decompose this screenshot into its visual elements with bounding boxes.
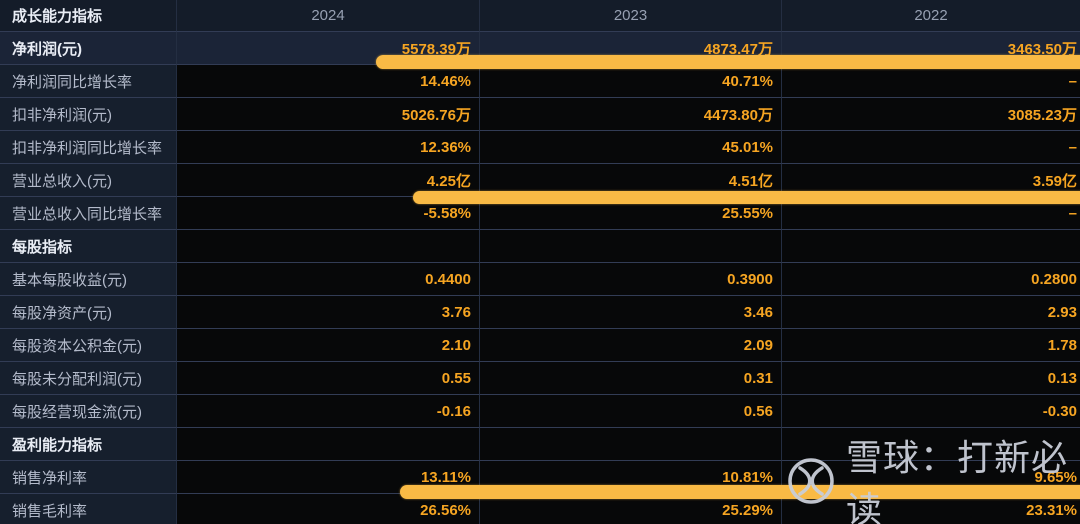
row-label: 每股经营现金流(元) [0, 395, 177, 428]
table-row[interactable]: 每股未分配利润(元) 0.55 0.31 0.13 [0, 362, 1080, 395]
row-value-2022: 0.2800 [782, 263, 1080, 296]
table-header-row: 成长能力指标 2024 2023 2022 [0, 0, 1080, 32]
row-value-2024: 5026.76万 [177, 98, 480, 131]
row-label: 销售净利率 [0, 461, 177, 494]
row-value-2024: 26.56% [177, 494, 480, 524]
row-value-2023 [480, 230, 782, 263]
table-row[interactable]: 基本每股收益(元) 0.4400 0.3900 0.2800 [0, 263, 1080, 296]
table-row[interactable]: 每股经营现金流(元) -0.16 0.56 -0.30 [0, 395, 1080, 428]
table-row[interactable]: 每股资本公积金(元) 2.10 2.09 1.78 [0, 329, 1080, 362]
table-row[interactable]: 每股净资产(元) 3.76 3.46 2.93 [0, 296, 1080, 329]
row-value-2023: 25.29% [480, 494, 782, 524]
column-header-year-2022: 2022 [782, 0, 1080, 32]
row-value-2023: 0.31 [480, 362, 782, 395]
row-value-2024: 0.55 [177, 362, 480, 395]
watermark-text: 雪球：打新必读 [846, 437, 1069, 524]
row-value-2022 [782, 230, 1080, 263]
row-value-2024 [177, 428, 480, 461]
table-row[interactable]: 净利润同比增长率 14.46% 40.71% – [0, 65, 1080, 98]
row-value-2022: – [782, 65, 1080, 98]
xueqiu-logo-icon [786, 456, 836, 506]
row-label: 每股资本公积金(元) [0, 329, 177, 362]
row-label: 销售毛利率 [0, 494, 177, 524]
row-label: 营业总收入(元) [0, 164, 177, 197]
row-value-2023: 4473.80万 [480, 98, 782, 131]
row-value-2022: 2.93 [782, 296, 1080, 329]
row-value-2022: 23.31% [782, 494, 1080, 524]
row-value-2022: 3085.23万 [782, 98, 1080, 131]
marker-bar-net-margin [400, 485, 1080, 499]
row-value-2024: -5.58% [177, 197, 480, 230]
row-label: 盈利能力指标 [0, 428, 177, 461]
row-label: 每股指标 [0, 230, 177, 263]
row-label: 每股未分配利润(元) [0, 362, 177, 395]
row-value-2023: 0.56 [480, 395, 782, 428]
table-row[interactable]: 每股指标 [0, 230, 1080, 263]
row-value-2023: 2.09 [480, 329, 782, 362]
table-row[interactable]: 扣非净利润(元) 5026.76万 4473.80万 3085.23万 [0, 98, 1080, 131]
row-value-2023 [480, 428, 782, 461]
marker-bar-net-profit [376, 55, 1080, 69]
row-label: 净利润同比增长率 [0, 65, 177, 98]
row-label: 扣非净利润同比增长率 [0, 131, 177, 164]
row-value-2022 [782, 428, 1080, 461]
row-value-2024: -0.16 [177, 395, 480, 428]
row-value-2023: 45.01% [480, 131, 782, 164]
row-value-2024 [177, 230, 480, 263]
marker-bar-total-revenue [413, 191, 1080, 204]
row-label: 扣非净利润(元) [0, 98, 177, 131]
row-value-2024: 2.10 [177, 329, 480, 362]
row-label: 营业总收入同比增长率 [0, 197, 177, 230]
column-header-year-2024: 2024 [177, 0, 480, 32]
column-header-year-2023: 2023 [480, 0, 782, 32]
row-value-2024: 12.36% [177, 131, 480, 164]
row-value-2024: 14.46% [177, 65, 480, 98]
row-value-2022: 0.13 [782, 362, 1080, 395]
row-value-2024: 0.4400 [177, 263, 480, 296]
table-row[interactable]: 盈利能力指标 [0, 428, 1080, 461]
row-value-2024: 5578.39万 [177, 32, 480, 65]
table-row[interactable]: 销售毛利率 26.56% 25.29% 23.31% [0, 494, 1080, 524]
row-value-2023: 40.71% [480, 65, 782, 98]
row-value-2022: 1.78 [782, 329, 1080, 362]
row-value-2022: – [782, 131, 1080, 164]
watermark: 雪球：打新必读 [786, 437, 1080, 524]
row-value-2022: -0.30 [782, 395, 1080, 428]
table-title: 成长能力指标 [0, 0, 177, 32]
row-value-2023: 3.46 [480, 296, 782, 329]
row-label: 净利润(元) [0, 32, 177, 65]
row-label: 每股净资产(元) [0, 296, 177, 329]
row-value-2024: 3.76 [177, 296, 480, 329]
table-row[interactable]: 扣非净利润同比增长率 12.36% 45.01% – [0, 131, 1080, 164]
row-value-2023: 0.3900 [480, 263, 782, 296]
row-label: 基本每股收益(元) [0, 263, 177, 296]
